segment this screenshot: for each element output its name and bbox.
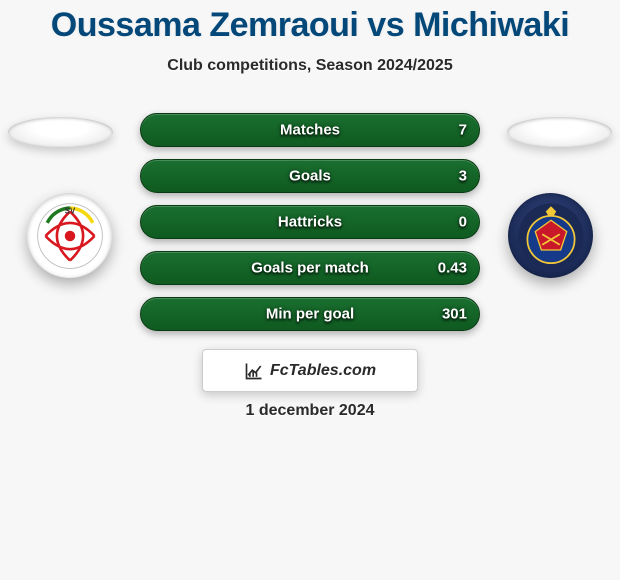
page-subtitle: Club competitions, Season 2024/2025 [0, 57, 620, 75]
svg-text:SV: SV [64, 206, 75, 215]
stat-bar-goals-per-match: Goals per match 0.43 [140, 251, 480, 285]
brand-text: FcTables.com [270, 362, 376, 380]
stat-value: 7 [459, 122, 467, 139]
stat-value: 0.43 [438, 260, 467, 277]
stat-label: Matches [280, 122, 340, 139]
club-crest-left: SV [27, 193, 112, 278]
stat-label: Min per goal [266, 306, 354, 323]
stat-label: Goals per match [251, 260, 369, 277]
stat-bar-matches: Matches 7 [140, 113, 480, 147]
comparison-canvas: SV Matches 7 Goals 3 Hattricks 0 Goals p… [0, 93, 620, 433]
stat-value: 3 [459, 168, 467, 185]
stat-label: Hattricks [278, 214, 342, 231]
player-left-photo-placeholder [8, 117, 113, 147]
club-logo-right-icon [516, 201, 586, 271]
stat-bar-min-per-goal: Min per goal 301 [140, 297, 480, 331]
stat-value: 0 [459, 214, 467, 231]
stat-bar-hattricks: Hattricks 0 [140, 205, 480, 239]
brand-plate: FcTables.com [202, 349, 418, 392]
page-title: Oussama Zemraoui vs Michiwaki [0, 0, 620, 45]
club-logo-left-icon: SV [35, 201, 105, 271]
player-right-photo-placeholder [507, 117, 612, 147]
snapshot-date: 1 december 2024 [246, 402, 375, 420]
club-crest-right [508, 193, 593, 278]
stat-label: Goals [289, 168, 331, 185]
stat-bars: Matches 7 Goals 3 Hattricks 0 Goals per … [140, 113, 480, 343]
stat-value: 301 [442, 306, 467, 323]
stat-bar-goals: Goals 3 [140, 159, 480, 193]
chart-icon [244, 361, 264, 381]
